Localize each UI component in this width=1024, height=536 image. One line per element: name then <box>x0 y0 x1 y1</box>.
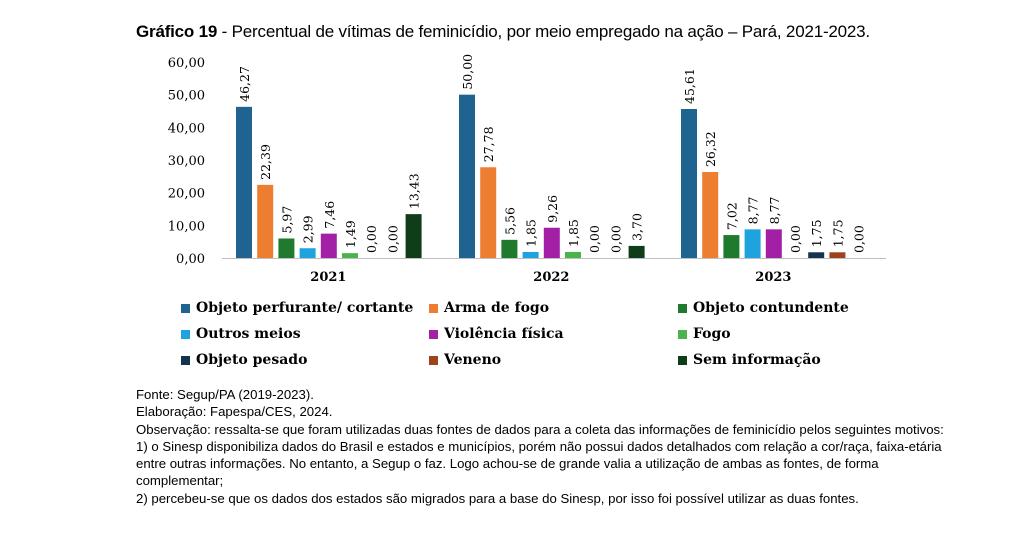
bar <box>702 172 719 258</box>
observation-item-1: 1) o Sinesp disponibiliza dados do Brasi… <box>136 438 942 489</box>
legend-label: Objeto perfurante/ cortante <box>196 300 414 316</box>
legend-item: Sem informação <box>678 351 821 369</box>
y-tick-label: 40,00 <box>168 121 205 136</box>
legend-label: Outros meios <box>196 326 301 342</box>
legend-swatch <box>181 329 190 339</box>
legend-swatch <box>678 303 687 313</box>
data-label: 13,43 <box>407 173 422 209</box>
data-label: 1,85 <box>524 219 539 247</box>
legend-item: Veneno <box>429 351 501 369</box>
legend-label: Objeto contundente <box>693 300 849 316</box>
bar <box>522 251 539 258</box>
data-label: 0,00 <box>385 225 400 253</box>
y-tick-label: 60,00 <box>168 56 205 71</box>
data-label: 7,02 <box>724 202 739 230</box>
bar-chart: 0,00 10,00 20,00 30,00 40,00 50,00 60,00 46,27 2… <box>168 54 886 285</box>
data-label: 9,26 <box>545 195 560 223</box>
data-label: 2,99 <box>301 215 316 243</box>
bar <box>744 229 761 258</box>
data-label: 8,77 <box>767 196 782 224</box>
data-label: 0,00 <box>364 225 379 253</box>
elaboration-note: Elaboração: Fapespa/CES, 2024. <box>136 404 333 420</box>
y-tick-label: 0,00 <box>176 252 205 267</box>
bar <box>459 94 475 259</box>
data-label: 5,56 <box>502 207 517 235</box>
data-label: 22,39 <box>258 144 273 180</box>
y-tick-label: 30,00 <box>168 154 205 169</box>
legend-swatch <box>678 329 687 339</box>
bar <box>278 238 295 258</box>
data-label: 7,46 <box>322 201 337 229</box>
y-tick-label: 10,00 <box>168 219 205 234</box>
bar <box>501 239 518 258</box>
legend-item: Fogo <box>678 325 731 343</box>
legend-label: Arma de fogo <box>444 300 550 316</box>
legend-item: Objeto contundente <box>678 299 849 317</box>
bar <box>565 251 581 258</box>
data-label: 5,97 <box>279 206 294 234</box>
legend-label: Fogo <box>693 326 731 342</box>
observation-item-2: 2) percebeu-se que os dados dos estados … <box>136 490 859 506</box>
bar <box>236 106 252 258</box>
legend-swatch <box>678 355 687 365</box>
bar <box>299 248 316 258</box>
bar <box>257 184 274 258</box>
bar <box>723 235 740 258</box>
data-label: 0,00 <box>852 225 867 253</box>
legend-swatch <box>181 355 190 365</box>
data-label: 1,85 <box>566 219 581 247</box>
data-label: 1,75 <box>809 219 824 247</box>
legend-item: Outros meios <box>181 325 301 343</box>
notes: Fonte: Segup/PA (2019-2023). Elaboração:… <box>136 386 956 507</box>
legend-item: Objeto perfurante/ cortante <box>181 299 413 317</box>
chart-title-prefix: Gráfico 19 <box>136 22 218 41</box>
data-label: 0,00 <box>587 225 602 253</box>
legend-swatch <box>429 303 438 313</box>
data-label: 50,00 <box>460 54 475 90</box>
bar <box>829 252 846 258</box>
y-tick-label: 50,00 <box>168 89 205 104</box>
legend-label: Veneno <box>444 352 502 368</box>
legend-label: Sem informação <box>693 352 821 368</box>
bar <box>342 253 358 258</box>
data-label: 1,75 <box>830 219 845 247</box>
data-label: 27,78 <box>481 126 496 162</box>
legend-item: Objeto pesado <box>181 351 307 369</box>
legend-item: Violência física <box>429 325 564 343</box>
x-category-label: 2023 <box>755 270 791 285</box>
bar <box>405 214 422 258</box>
bar <box>628 245 645 258</box>
x-category-label: 2021 <box>310 270 346 285</box>
data-label: 0,00 <box>788 225 803 253</box>
x-category-label: 2022 <box>533 270 569 285</box>
bar <box>320 233 337 258</box>
chart-title-text: - Percentual de vítimas de feminicídio, … <box>217 22 870 41</box>
data-label: 0,00 <box>608 225 623 253</box>
legend-label: Violência física <box>444 326 564 342</box>
observation-note: Observação: ressalta-se que foram utiliz… <box>136 421 944 437</box>
legend-item: Arma de fogo <box>429 299 549 317</box>
bar <box>808 252 825 258</box>
bar <box>681 109 697 259</box>
legend-swatch <box>181 303 190 313</box>
chart-title: Gráfico 19 - Percentual de vítimas de fe… <box>136 22 870 42</box>
y-tick-label: 20,00 <box>168 187 205 202</box>
data-label: 3,70 <box>630 213 645 241</box>
data-label: 8,77 <box>746 196 761 224</box>
source-note: Fonte: Segup/PA (2019-2023). <box>136 387 314 402</box>
bar <box>765 229 782 258</box>
bar <box>543 227 560 258</box>
legend-swatch <box>429 355 438 365</box>
data-label: 46,27 <box>237 66 252 102</box>
data-label: 26,32 <box>703 131 718 167</box>
legend-swatch <box>429 329 438 339</box>
data-label: 45,61 <box>682 68 697 104</box>
legend-label: Objeto pesado <box>196 352 308 368</box>
bar <box>480 167 497 258</box>
data-label: 1,49 <box>343 220 358 248</box>
